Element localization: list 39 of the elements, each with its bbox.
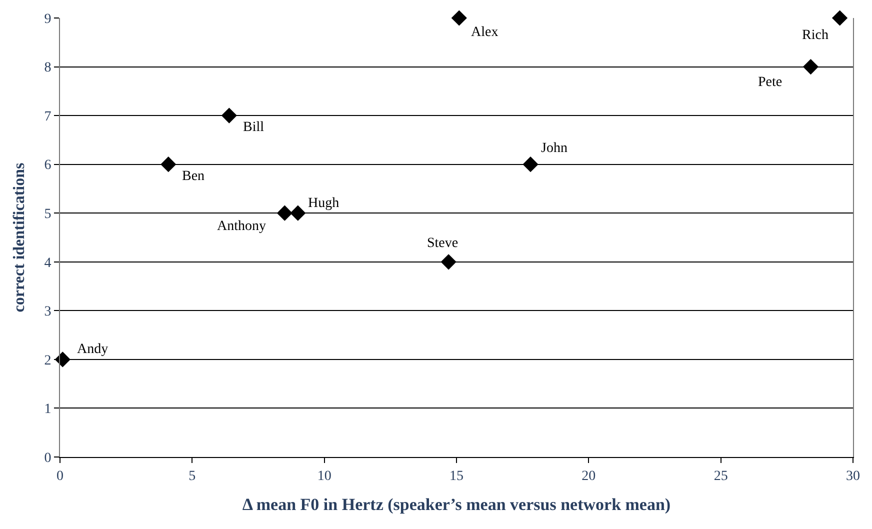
annotation: John [541, 141, 568, 156]
annotation: Rich [802, 28, 828, 43]
y-tick-label: 5 [44, 207, 52, 222]
y-tick-label: 4 [44, 256, 52, 271]
annotation: Steve [427, 236, 458, 251]
point [160, 156, 176, 172]
annotation: Bill [243, 120, 264, 135]
point [440, 254, 456, 270]
y-tick-label: 2 [44, 353, 52, 368]
annotation: Anthony [217, 219, 266, 234]
y-tick-label: 0 [44, 450, 52, 466]
y-tick-label: 7 [44, 109, 52, 124]
x-tick-label: 15 [450, 468, 464, 484]
point [54, 352, 70, 368]
x-tick-label: 5 [188, 468, 196, 484]
y-tick-label: 9 [44, 12, 52, 27]
point [290, 205, 306, 221]
point [832, 10, 848, 26]
y-tick-label: 1 [44, 402, 52, 418]
y-tick-label: 3 [44, 304, 52, 320]
x-tick-label: 0 [56, 468, 64, 484]
point [802, 58, 819, 75]
annotation: Andy [77, 342, 108, 357]
x-tick-label: 10 [317, 468, 332, 484]
x-tick-label: 25 [714, 468, 728, 484]
y-tick-label: 8 [44, 60, 52, 76]
y-axis-title: correct identifications [11, 162, 28, 312]
x-tick-label: 30 [846, 468, 860, 484]
annotation: Alex [471, 25, 498, 40]
annotation: Pete [758, 75, 782, 90]
annotation: Hugh [308, 196, 340, 211]
annotation: Ben [182, 169, 205, 184]
point [451, 10, 467, 26]
y-tick-label: 6 [44, 158, 52, 174]
x-tick-label: 20 [582, 468, 596, 484]
point [522, 156, 538, 172]
point [221, 108, 237, 124]
point [276, 205, 292, 221]
x-axis-title: Δ mean F0 in Hertz (speaker’s mean versus network mean) [242, 495, 671, 514]
